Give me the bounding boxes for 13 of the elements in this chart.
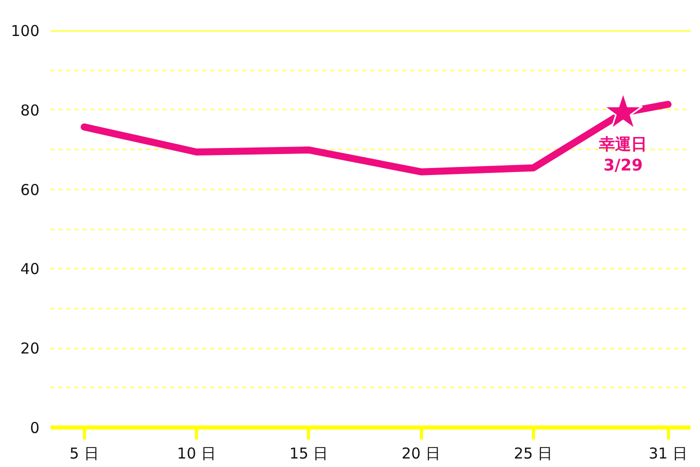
x-tick-label: 10 日 [177, 444, 216, 462]
x-tick-label: 31 日 [648, 444, 688, 462]
y-tick-label: 20 [20, 340, 40, 358]
x-tick-label: 5 日 [70, 444, 99, 462]
annotation: 幸運日 3/29 [598, 134, 648, 175]
y-tick-label: 100 [10, 22, 40, 40]
y-tick-label: 0 [30, 419, 40, 437]
x-tick-label: 25 日 [514, 444, 553, 462]
y-tick-label: 40 [20, 260, 40, 278]
y-tick-label: 60 [20, 180, 40, 199]
x-tick-label: 20 日 [402, 444, 440, 462]
x-tick-label: 15 日 [289, 444, 328, 462]
y-tick-label: 80 [20, 101, 40, 120]
